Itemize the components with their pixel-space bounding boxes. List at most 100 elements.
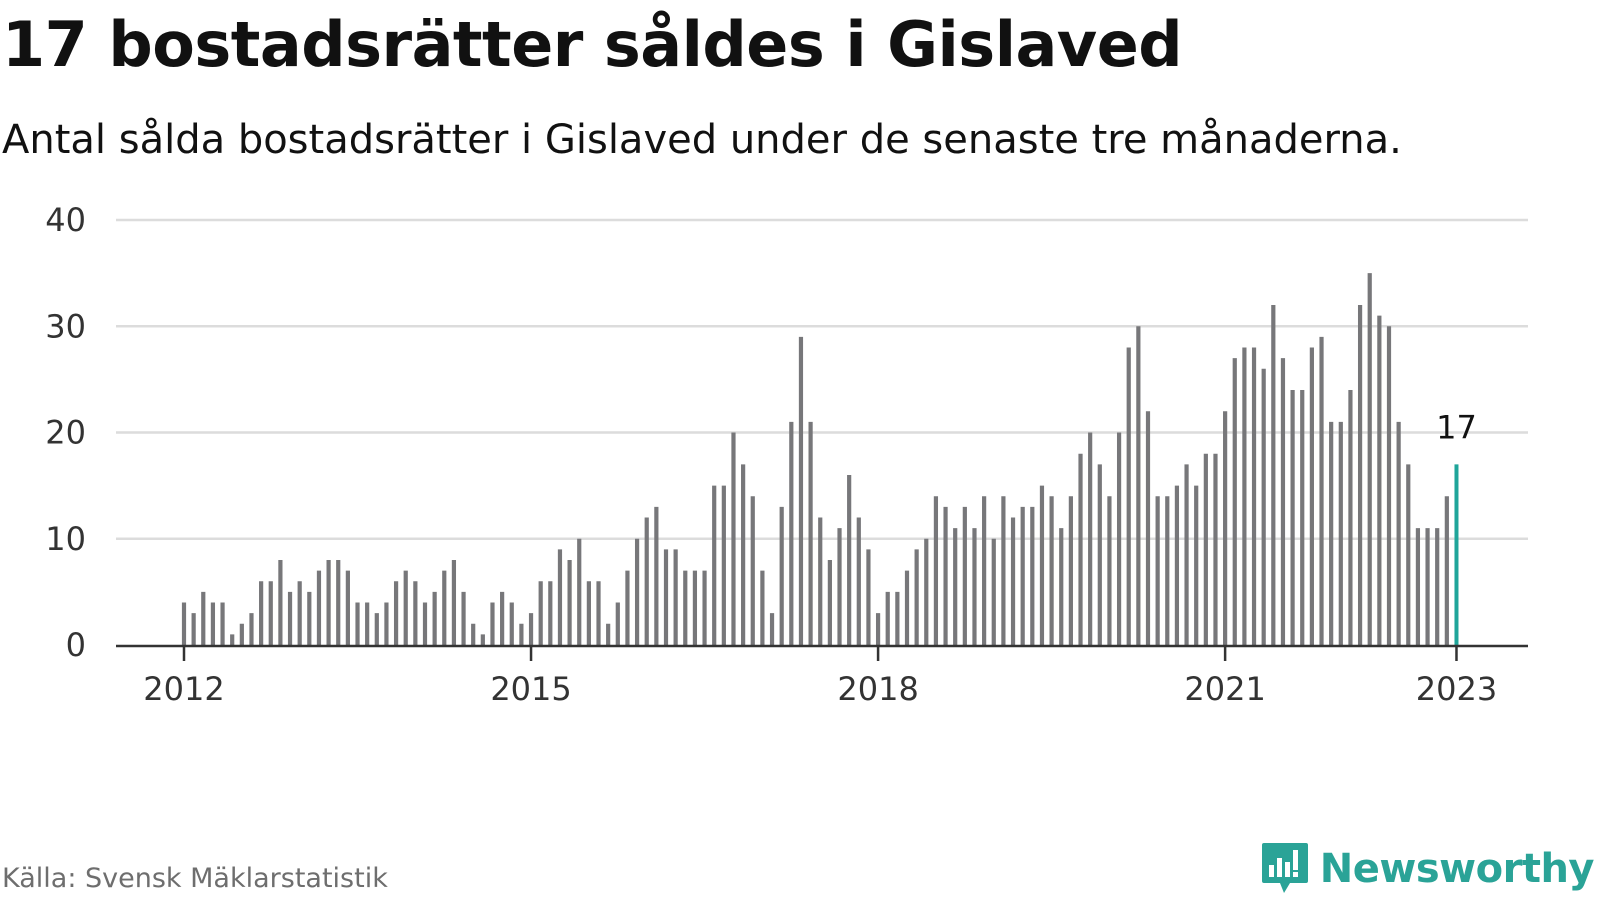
bar <box>1425 528 1430 645</box>
bar <box>259 581 264 645</box>
bar <box>692 570 698 645</box>
bar <box>1357 305 1363 645</box>
x-tick-label-2023: 2023 <box>1416 670 1497 708</box>
bar <box>769 613 775 645</box>
bar <box>673 549 678 645</box>
bar <box>1367 273 1372 645</box>
bar <box>1155 496 1160 645</box>
bar <box>933 496 939 645</box>
bar <box>1338 421 1343 645</box>
bar <box>895 591 900 645</box>
bar <box>336 560 341 645</box>
bar <box>509 602 514 645</box>
bar <box>962 506 967 645</box>
bar <box>586 581 591 645</box>
bar <box>943 506 948 645</box>
y-tick-label-40: 40 <box>45 201 86 239</box>
bar <box>355 602 360 645</box>
bar <box>1386 326 1392 645</box>
bar <box>1107 496 1112 645</box>
bar <box>422 602 428 645</box>
bar <box>461 591 466 645</box>
bar <box>181 602 187 645</box>
bar <box>741 464 746 645</box>
bar <box>596 581 601 645</box>
bar <box>1126 347 1131 645</box>
bar <box>818 517 823 645</box>
bar <box>1319 336 1324 645</box>
bar <box>1348 390 1353 645</box>
bar <box>201 591 206 645</box>
bar <box>1001 496 1006 645</box>
bar <box>885 591 890 645</box>
bar <box>1049 496 1054 645</box>
bar <box>393 581 399 645</box>
bar <box>731 432 736 645</box>
bar <box>1377 315 1382 645</box>
bar <box>837 528 842 645</box>
bar <box>1068 496 1073 645</box>
bar <box>210 602 216 645</box>
bar <box>1242 347 1247 645</box>
bar <box>1030 506 1035 645</box>
bar <box>567 560 572 645</box>
brand-name: Newsworthy <box>1319 846 1595 892</box>
y-tick-label-10: 10 <box>45 520 86 558</box>
bar <box>1213 453 1218 645</box>
bar <box>307 591 312 645</box>
bar <box>972 528 977 645</box>
bar <box>663 549 669 645</box>
bar <box>750 496 755 645</box>
newsworthy-logo-icon <box>1261 843 1308 893</box>
bar <box>1078 453 1083 645</box>
bar <box>606 623 611 645</box>
bar <box>220 602 225 645</box>
bar <box>904 570 910 645</box>
bar <box>557 549 563 645</box>
source-note: Källa: Svensk Mäklarstatistik <box>2 863 388 894</box>
bar <box>1145 411 1151 645</box>
y-tick-label-0: 0 <box>66 626 86 664</box>
bar <box>1020 506 1025 645</box>
bar <box>1059 528 1064 645</box>
bar <box>712 485 717 645</box>
bar <box>413 581 418 645</box>
bar <box>1088 432 1093 645</box>
bar <box>625 570 630 645</box>
bar <box>471 623 476 645</box>
bar <box>297 581 302 645</box>
bar <box>345 570 350 645</box>
bar <box>789 421 794 645</box>
bar <box>374 613 379 645</box>
bar <box>760 570 765 645</box>
bar <box>1406 464 1411 645</box>
bar <box>654 506 659 645</box>
bar <box>538 581 543 645</box>
bar <box>1039 485 1045 645</box>
bar <box>287 591 293 645</box>
newsworthy-brand: Newsworthy <box>1260 838 1595 900</box>
bar <box>577 538 582 645</box>
bar <box>875 613 881 645</box>
bar <box>548 581 553 645</box>
bar <box>1116 432 1122 645</box>
chart-subtitle: Antal sålda bostadsrätter i Gislaved und… <box>2 117 1402 163</box>
x-axis <box>116 644 1528 661</box>
bar <box>798 336 804 645</box>
bar <box>1194 485 1199 645</box>
bar <box>1097 464 1102 645</box>
bar <box>1435 528 1440 645</box>
bar <box>1309 347 1314 645</box>
bar <box>683 570 688 645</box>
bar <box>827 560 832 645</box>
bar <box>779 506 784 645</box>
bar <box>721 485 726 645</box>
highlight-value-label: 17 <box>1436 408 1477 446</box>
bar <box>1184 464 1189 645</box>
bar <box>702 570 707 645</box>
bar <box>249 613 254 645</box>
bar <box>1251 347 1257 645</box>
x-tick-label-2015: 2015 <box>490 670 571 708</box>
y-tick-label-20: 20 <box>45 414 86 452</box>
bar <box>316 570 322 645</box>
